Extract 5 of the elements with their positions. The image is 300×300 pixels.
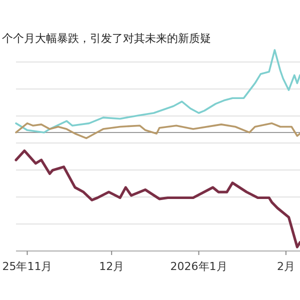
chart-title: 个个月大幅暴跌，引发了对其未来的新质疑 (2, 32, 211, 45)
x-tick-label: 2月 (276, 260, 295, 273)
x-tick-label: 2026年1月 (170, 260, 228, 273)
x-tick-label: 25年11月 (2, 260, 52, 273)
x-tick-label: 12月 (99, 260, 124, 273)
